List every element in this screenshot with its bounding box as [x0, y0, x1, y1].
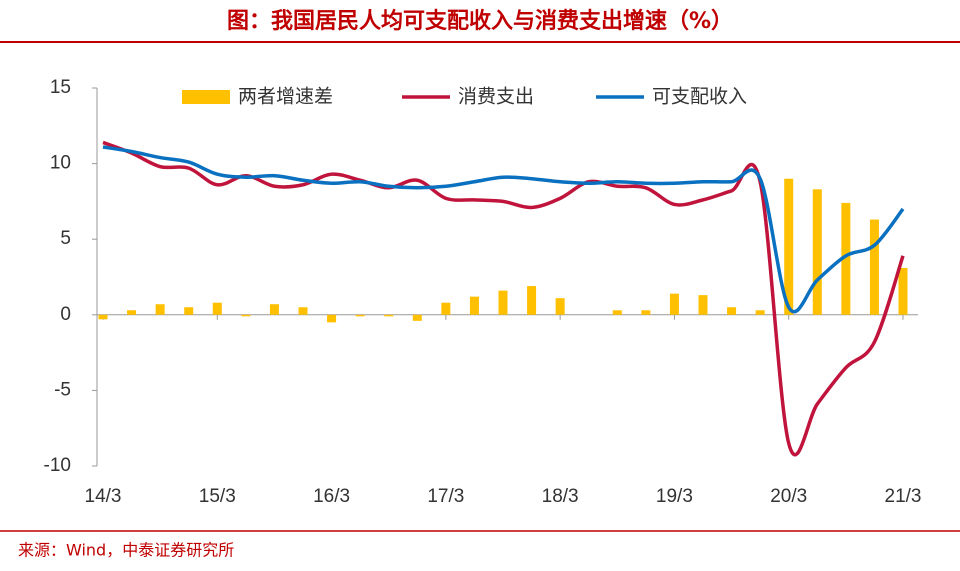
bar [698, 295, 708, 315]
x-tick-label: 14/3 [85, 486, 122, 507]
bar [898, 267, 908, 315]
y-tick-label: -10 [44, 455, 71, 476]
x-tick-label: 16/3 [313, 486, 350, 507]
bar [727, 307, 737, 315]
bar [555, 298, 565, 315]
bar [212, 302, 222, 315]
y-tick-label: -5 [54, 379, 71, 400]
bar [384, 314, 394, 317]
legend-label: 两者增速差 [238, 86, 333, 108]
bar [412, 314, 422, 321]
x-tick-label: 18/3 [542, 486, 579, 507]
bar [527, 286, 537, 315]
y-tick-label: 15 [50, 77, 71, 98]
bar [98, 314, 108, 320]
bar [469, 296, 479, 315]
y-tick-label: 5 [60, 228, 71, 249]
bar [441, 302, 451, 315]
bar [355, 314, 365, 317]
bar [155, 304, 165, 315]
source: 来源：Wind，中泰证券研究所 [18, 541, 234, 560]
x-tick-label: 15/3 [199, 486, 236, 507]
bar [612, 310, 622, 315]
bar [298, 307, 308, 315]
y-tick-label: 10 [50, 153, 71, 174]
line [102, 145, 905, 314]
bar [241, 314, 251, 317]
bar [869, 219, 879, 315]
x-tick-label: 17/3 [427, 486, 464, 507]
bar [755, 310, 765, 315]
x-tick-label: 21/3 [885, 486, 922, 507]
bar [127, 310, 137, 315]
bar [669, 293, 679, 315]
bar [641, 310, 651, 315]
bar [269, 304, 279, 315]
bar [812, 189, 822, 315]
bar [841, 202, 851, 315]
bar [498, 290, 508, 315]
x-tick-label: 19/3 [656, 486, 693, 507]
y-tick-label: 0 [60, 304, 71, 325]
bar [184, 307, 194, 315]
legend-swatch [182, 90, 230, 104]
chart-title: 图：我国居民人均可支配收入与消费支出增速（%） [227, 8, 733, 34]
bar [784, 178, 794, 315]
legend-label: 消费支出 [458, 86, 534, 108]
bar [327, 314, 337, 323]
legend-label: 可支配收入 [652, 86, 747, 108]
x-tick-label: 20/3 [770, 486, 807, 507]
